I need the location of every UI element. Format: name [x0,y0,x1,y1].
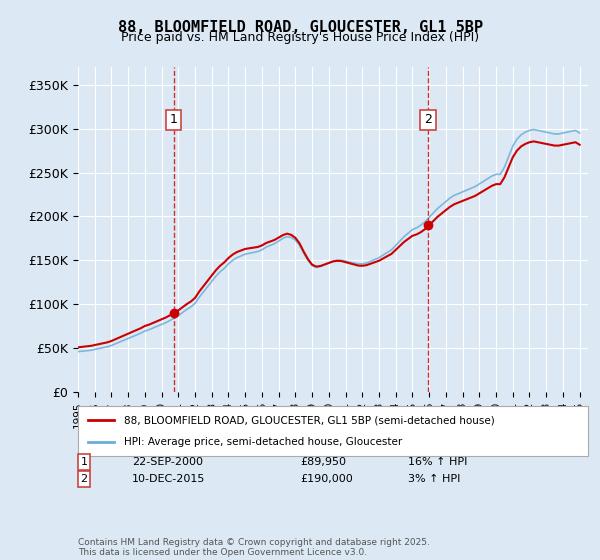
Text: 88, BLOOMFIELD ROAD, GLOUCESTER, GL1 5BP (semi-detached house): 88, BLOOMFIELD ROAD, GLOUCESTER, GL1 5BP… [124,415,494,425]
Text: 1: 1 [170,113,178,127]
Text: 3% ↑ HPI: 3% ↑ HPI [408,474,460,484]
Text: £89,950: £89,950 [300,457,346,467]
Text: 22-SEP-2000: 22-SEP-2000 [132,457,203,467]
Text: HPI: Average price, semi-detached house, Gloucester: HPI: Average price, semi-detached house,… [124,437,402,447]
Text: Price paid vs. HM Land Registry's House Price Index (HPI): Price paid vs. HM Land Registry's House … [121,31,479,44]
Text: 10-DEC-2015: 10-DEC-2015 [132,474,205,484]
Text: £190,000: £190,000 [300,474,353,484]
Text: 1: 1 [80,457,88,467]
Text: Contains HM Land Registry data © Crown copyright and database right 2025.
This d: Contains HM Land Registry data © Crown c… [78,538,430,557]
Text: 16% ↑ HPI: 16% ↑ HPI [408,457,467,467]
Text: 2: 2 [424,113,432,127]
FancyBboxPatch shape [78,406,588,456]
Text: 88, BLOOMFIELD ROAD, GLOUCESTER, GL1 5BP: 88, BLOOMFIELD ROAD, GLOUCESTER, GL1 5BP [118,20,482,35]
Text: 2: 2 [80,474,88,484]
